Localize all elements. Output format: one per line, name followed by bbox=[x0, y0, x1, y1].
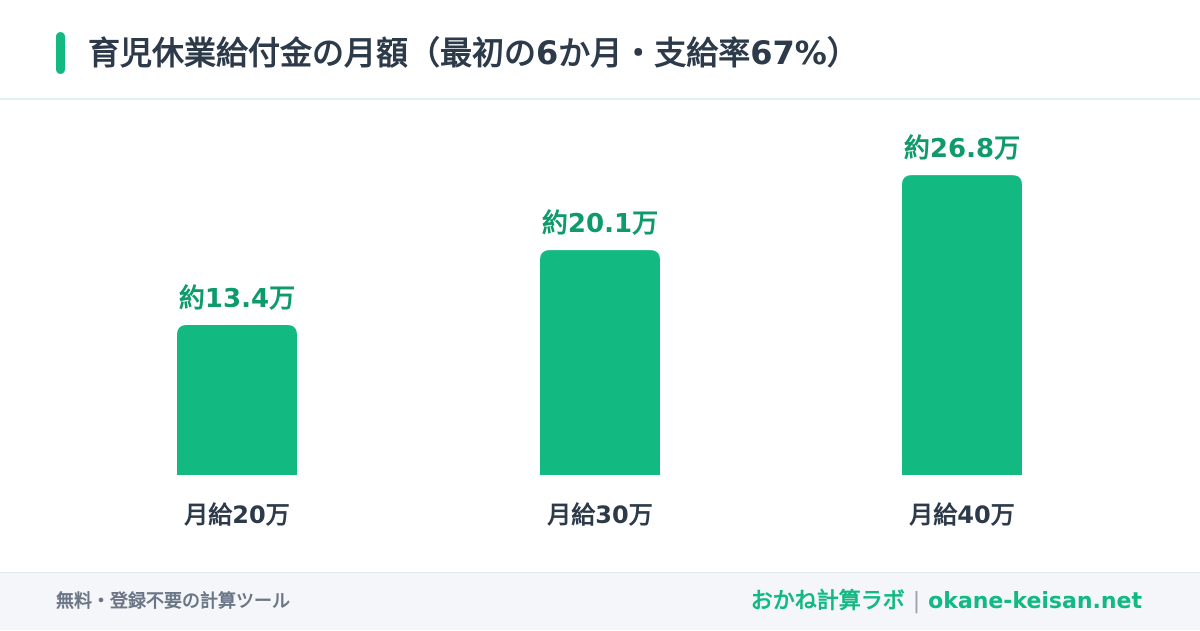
footer-separator: | bbox=[912, 589, 921, 614]
title-accent-bar bbox=[56, 32, 65, 74]
data-label-3: 約26.8万 bbox=[904, 133, 1020, 164]
bar-1 bbox=[177, 325, 297, 475]
footer-brand: おかね計算ラボ bbox=[750, 589, 905, 614]
footer: 無料・登録不要の計算ツール おかね計算ラボ | okane-keisan.net bbox=[0, 572, 1200, 630]
data-label-1: 約13.4万 bbox=[179, 283, 295, 314]
footer-brand-group: おかね計算ラボ | okane-keisan.net bbox=[751, 573, 1142, 631]
page-title: 育児休業給付金の月額（最初の6か月・支給率67%） bbox=[88, 34, 859, 72]
category-label-3: 月給40万 bbox=[908, 501, 1014, 529]
data-label-2: 約20.1万 bbox=[542, 208, 658, 239]
category-label-2: 月給30万 bbox=[546, 501, 652, 529]
header: 育児休業給付金の月額（最初の6か月・支給率67%） bbox=[0, 0, 1200, 100]
footer-domain: okane-keisan.net bbox=[928, 589, 1142, 614]
bar-3 bbox=[902, 175, 1022, 475]
bar-2 bbox=[540, 250, 660, 475]
category-label-1: 月給20万 bbox=[183, 501, 289, 529]
footer-tagline: 無料・登録不要の計算ツール bbox=[56, 591, 290, 612]
